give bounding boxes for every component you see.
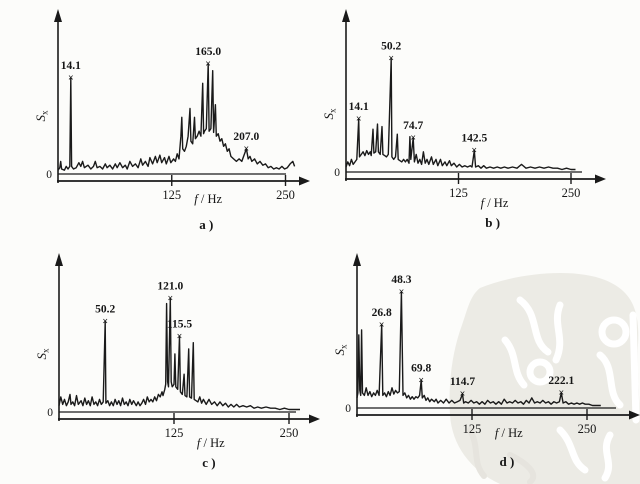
peak-marker: × xyxy=(68,73,74,84)
x-tick-label: 125 xyxy=(463,422,482,436)
peak-marker: × xyxy=(410,133,416,144)
x-tick-label: 125 xyxy=(449,186,468,200)
peak-label: 74.7 xyxy=(403,120,423,132)
peak-marker: × xyxy=(244,144,250,155)
y-axis-arrowhead xyxy=(55,253,63,266)
peak-marker: × xyxy=(399,287,405,298)
x-tick-label: 250 xyxy=(562,186,581,200)
y-axis-label: Sx xyxy=(332,344,349,356)
x-axis-arrowhead xyxy=(309,414,320,424)
x-tick-label: 250 xyxy=(578,422,597,436)
subplot-b: 125 250 0 × 14.1 × 50.2 × 74.7 × 142.5 Sx f / Hz b ) xyxy=(321,6,634,250)
x-tick-label: 125 xyxy=(165,426,184,440)
peak-label: 50.2 xyxy=(95,303,115,315)
origin-label: 0 xyxy=(334,167,340,179)
peak-label: 26.8 xyxy=(372,307,392,319)
peak-label: 222.1 xyxy=(548,375,574,387)
peak-label: 50.2 xyxy=(381,41,401,53)
spectrum-trace-d xyxy=(356,291,601,407)
peak-label: 121.0 xyxy=(157,281,183,293)
peak-marker: × xyxy=(356,114,362,125)
x-tick-label: 250 xyxy=(280,426,299,440)
y-axis-arrowhead xyxy=(342,9,350,22)
y-axis-label: Sx xyxy=(34,348,51,360)
x-tick-label: 250 xyxy=(276,188,295,202)
peak-label: 14.1 xyxy=(61,60,81,72)
peak-label: 14.1 xyxy=(349,101,369,113)
y-axis-label: Sx xyxy=(321,108,338,120)
x-tick-label: 125 xyxy=(162,188,181,202)
y-axis-arrowhead xyxy=(54,9,62,22)
peak-label: 165.0 xyxy=(195,46,221,58)
x-axis-arrowhead xyxy=(629,410,640,420)
x-axis-arrowhead xyxy=(595,174,606,184)
peak-marker: × xyxy=(460,389,466,400)
peak-label: 115.5 xyxy=(167,318,192,330)
subplot-d: 125 250 0 × 26.8 × 48.3 × 69.8 × 114.7 × 222.1 Sx f / … xyxy=(332,250,640,482)
peak-marker: × xyxy=(205,59,211,70)
spectrum-trace-c xyxy=(58,297,300,411)
panel-letter: a ) xyxy=(199,217,213,232)
x-axis-label: f / Hz xyxy=(197,436,225,450)
peak-label: 114.7 xyxy=(450,376,475,388)
spectrum-trace-a xyxy=(57,63,296,171)
x-axis-label: f / Hz xyxy=(194,192,222,206)
peak-marker: × xyxy=(418,375,424,386)
origin-label: 0 xyxy=(46,169,52,181)
watermark-glyph-faint xyxy=(467,427,537,484)
peak-marker: × xyxy=(388,54,394,65)
peak-marker: × xyxy=(102,316,108,327)
spectrum-trace-b xyxy=(345,57,576,171)
peak-marker: × xyxy=(177,331,183,342)
peak-marker: × xyxy=(167,294,173,305)
peak-marker: × xyxy=(558,388,564,399)
y-axis-label: Sx xyxy=(33,110,50,122)
x-axis-label: f / Hz xyxy=(495,426,523,440)
subplot-c: 125 250 0 × 50.2 × 121.0 × 115.5 Sx f / Hz c ) xyxy=(28,250,332,482)
y-axis-arrowhead xyxy=(353,253,361,266)
peak-label: 69.8 xyxy=(411,362,431,374)
peak-label: 48.3 xyxy=(391,274,411,286)
x-axis-arrowhead xyxy=(299,176,310,186)
subplot-a: 125 250 0 × 14.1 × 165.0 × 207.0 Sx f / Hz a ) xyxy=(30,6,322,250)
peak-label: 207.0 xyxy=(233,131,259,143)
peak-label: 142.5 xyxy=(461,133,487,145)
peak-marker: × xyxy=(471,146,477,157)
panel-letter: b ) xyxy=(485,215,500,230)
panel-letter: d ) xyxy=(500,454,515,469)
origin-label: 0 xyxy=(47,407,53,419)
watermark-glyph xyxy=(501,296,640,482)
peak-marker: × xyxy=(379,320,385,331)
x-axis-label: f / Hz xyxy=(481,196,509,210)
panel-letter: c ) xyxy=(202,455,215,470)
origin-label: 0 xyxy=(345,403,351,415)
